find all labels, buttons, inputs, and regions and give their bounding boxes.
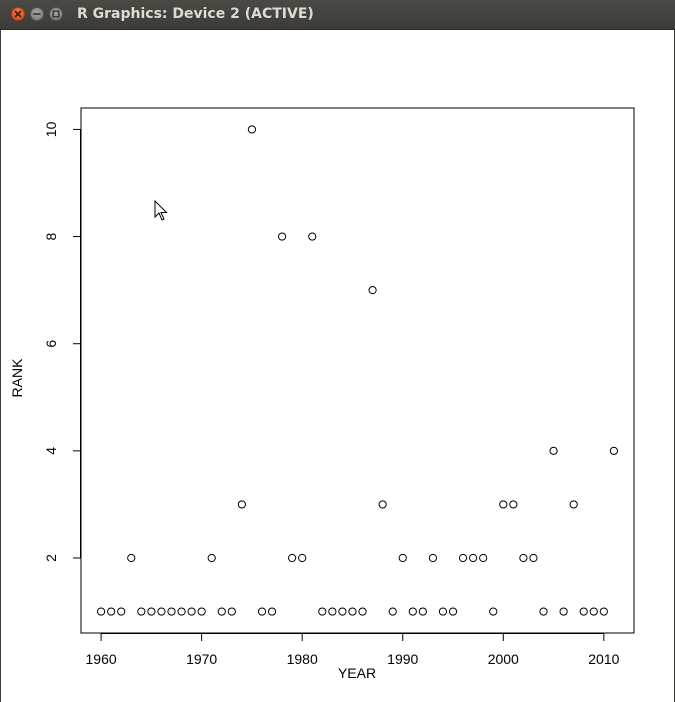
data-point (559, 607, 568, 616)
data-point (167, 607, 176, 616)
data-point (247, 125, 257, 134)
data-point (388, 607, 397, 616)
x-axis-label: YEAR (338, 665, 376, 681)
y-tick-label: 4 (43, 447, 59, 455)
data-point (107, 607, 116, 616)
plot-area: 1960 1970 1980 1990 2000 2010 2 4 6 8 10 YEAR RAN… (0, 30, 675, 702)
data-point (499, 500, 508, 509)
y-tick-label: 8 (43, 232, 59, 240)
x-tick-label: 1990 (387, 651, 418, 667)
data-point (127, 553, 136, 563)
minimize-icon[interactable] (30, 7, 44, 21)
data-point (418, 607, 427, 616)
data-point (529, 553, 538, 563)
data-point (257, 607, 267, 616)
y-tick-label: 6 (43, 340, 59, 348)
data-point (267, 607, 277, 616)
data-point (227, 607, 236, 616)
x-axis: 1960 1970 1980 1990 2000 2010 (86, 633, 620, 667)
close-icon[interactable] (11, 7, 25, 21)
data-point (177, 607, 186, 616)
data-point (539, 607, 548, 616)
data-point (237, 500, 246, 509)
data-point (298, 553, 307, 563)
data-point (438, 607, 448, 616)
data-point (187, 607, 196, 616)
x-tick-label: 2010 (588, 651, 619, 667)
data-point (428, 553, 438, 563)
x-tick-label: 1960 (86, 651, 117, 667)
y-tick-label: 10 (43, 121, 59, 137)
y-tick-label: 2 (43, 554, 59, 562)
data-point (308, 232, 317, 241)
window-title: R Graphics: Device 2 (ACTIVE) (77, 6, 314, 22)
window-titlebar[interactable]: R Graphics: Device 2 (ACTIVE) (0, 0, 675, 30)
data-point (328, 607, 337, 616)
mouse-pointer-icon (154, 200, 168, 221)
data-point (589, 607, 598, 616)
y-axis-label: RANK (9, 358, 25, 398)
data-point (448, 607, 458, 616)
data-point (207, 553, 216, 563)
x-tick-label: 1970 (186, 651, 217, 667)
data-point (197, 607, 206, 616)
data-point (398, 553, 407, 563)
plot-frame (80, 107, 635, 634)
x-tick-label: 1980 (287, 651, 318, 667)
x-tick-label: 2000 (488, 651, 519, 667)
data-point (378, 500, 387, 509)
maximize-icon[interactable] (49, 7, 63, 21)
data-point (519, 553, 528, 563)
data-point (368, 286, 377, 295)
data-point (117, 607, 126, 616)
data-point (569, 500, 578, 509)
data-points (97, 125, 618, 616)
scatter-chart: 1960 1970 1980 1990 2000 2010 2 4 6 8 10 YEAR RAN… (9, 107, 635, 681)
data-point (97, 607, 106, 616)
data-point (479, 553, 488, 563)
data-point (137, 607, 146, 616)
data-point (469, 553, 478, 563)
data-point (318, 607, 327, 616)
data-point (277, 232, 287, 241)
data-point (217, 607, 226, 616)
data-point (288, 553, 297, 563)
data-point (609, 446, 618, 455)
y-axis: 2 4 6 8 10 (43, 121, 81, 562)
data-point (147, 607, 156, 616)
data-point (358, 607, 367, 616)
data-point (549, 446, 558, 455)
data-point (338, 607, 347, 616)
data-point (509, 500, 518, 509)
data-point (348, 607, 357, 616)
data-point (408, 607, 417, 616)
data-point (599, 607, 608, 616)
data-point (157, 607, 166, 616)
data-point (579, 607, 588, 616)
data-point (458, 553, 468, 563)
data-point (489, 607, 498, 616)
